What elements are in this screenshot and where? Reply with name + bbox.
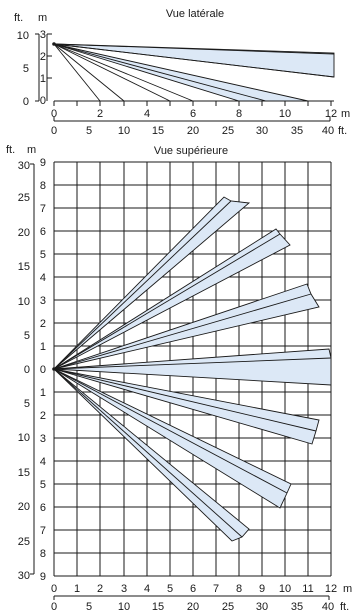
side-view-title: Vue latérale	[166, 8, 224, 20]
top-m-unit-label: m	[27, 144, 36, 156]
side-x-ft-tick: 0	[51, 125, 57, 137]
top-x-ft-tick: 25	[222, 601, 234, 613]
top-ft-tick: 0	[24, 364, 30, 376]
top-x-m-tick: 11	[302, 583, 313, 595]
side-ft-tick: 10	[17, 30, 29, 42]
top-view: Vue supérieure ft. m	[6, 144, 352, 613]
side-x-ft-tick: 5	[86, 125, 92, 137]
side-x-ft-unit: ft.	[338, 125, 347, 137]
top-m-tick: 4	[40, 272, 46, 284]
top-m-tick: 6	[40, 226, 46, 238]
top-m-tick: 5	[40, 249, 46, 261]
top-ft-tick: 20	[18, 227, 30, 239]
top-ft-tick: 25	[18, 192, 30, 204]
side-x-m-tick: 8	[236, 108, 242, 120]
top-x-m-tick: 4	[144, 583, 150, 595]
top-ft-tick: 20	[18, 501, 30, 513]
side-m-tick: 0	[40, 95, 46, 107]
top-x-m-tick: 12	[325, 583, 337, 595]
top-m-tick: 5	[40, 479, 46, 491]
side-x-m-tick: 2	[97, 108, 103, 120]
side-view: Vue latérale ft. m 10 5 0 3 2 1 0	[14, 8, 350, 137]
side-x-ft-tick: 40	[322, 125, 334, 137]
top-x-ft-tick: 35	[291, 601, 303, 613]
side-x-m-unit: m	[341, 108, 350, 120]
side-m-tick: 1	[40, 73, 46, 85]
top-x-m-tick: 6	[190, 583, 196, 595]
top-ft-tick: 25	[18, 536, 30, 548]
top-x-m-tick: 0	[51, 583, 57, 595]
top-m-tick: 7	[40, 525, 46, 537]
top-ft-tick: 5	[24, 398, 30, 410]
top-x-m-tick: 8	[236, 583, 242, 595]
top-m-tick: 1	[40, 341, 46, 353]
side-x-ft-tick: 25	[222, 125, 234, 137]
top-x-m-unit: m	[343, 583, 352, 595]
top-m-tick: 2	[40, 410, 46, 422]
top-m-tick: 9	[40, 571, 46, 583]
top-m-tick: 4	[40, 456, 46, 468]
side-x-ft-tick: 15	[152, 125, 164, 137]
top-ft-tick: 30	[18, 160, 30, 172]
side-x-ft-tick: 20	[187, 125, 199, 137]
side-x-m-tick: 0	[51, 108, 57, 120]
top-m-tick: 3	[40, 295, 46, 307]
top-sensor-origin	[52, 367, 56, 371]
top-view-title: Vue supérieure	[154, 145, 228, 157]
top-m-tick: 7	[40, 203, 46, 215]
top-x-m-tick: 9	[259, 583, 265, 595]
top-x-ft-tick: 5	[86, 601, 92, 613]
side-ray	[53, 43, 125, 102]
top-m-tick: 6	[40, 502, 46, 514]
top-m-tick: 3	[40, 433, 46, 445]
top-x-ft-unit: ft.	[340, 601, 349, 613]
side-ft-tick: 0	[23, 96, 29, 108]
top-m-tick: 1	[40, 387, 46, 399]
top-x-ft-tick: 20	[187, 601, 199, 613]
top-ft-tick: 10	[18, 296, 30, 308]
top-x-m-tick: 5	[167, 583, 173, 595]
top-x-m-tick: 1	[74, 583, 80, 595]
top-ft-unit-label: ft.	[6, 144, 15, 156]
top-ft-tick: 5	[24, 330, 30, 342]
side-x-m-tick: 6	[190, 108, 196, 120]
top-x-ft-tick: 0	[51, 601, 57, 613]
side-x-m-tick: 12	[325, 108, 337, 120]
top-ft-tick: 15	[18, 467, 30, 479]
top-m-tick: 8	[40, 180, 46, 192]
top-ft-tick: 30	[18, 570, 30, 582]
side-ft-tick: 5	[23, 63, 29, 75]
side-x-m-tick: 10	[279, 108, 291, 120]
side-m-unit-label: m	[38, 12, 47, 24]
side-x-ft-tick: 10	[118, 125, 130, 137]
side-x-ft-tick: 30	[256, 125, 268, 137]
side-m-tick: 3	[40, 29, 46, 41]
top-m-tick: 9	[40, 157, 46, 169]
top-m-tick: 0	[40, 364, 46, 376]
side-m-tick: 2	[40, 51, 46, 63]
top-beams	[52, 196, 332, 542]
top-m-tick: 2	[40, 318, 46, 330]
top-ft-tick: 10	[18, 432, 30, 444]
side-sensor-origin	[52, 42, 56, 46]
top-x-m-tick: 3	[121, 583, 127, 595]
top-x-ft-tick: 30	[256, 601, 268, 613]
side-x-m-tick: 4	[144, 108, 150, 120]
top-x-ft-tick: 10	[118, 601, 130, 613]
top-x-m-tick: 2	[97, 583, 103, 595]
side-x-ft-tick: 35	[291, 125, 303, 137]
top-ft-tick: 15	[18, 261, 30, 273]
side-ft-unit-label: ft.	[14, 12, 23, 24]
top-x-m-tick: 10	[279, 583, 291, 595]
top-x-m-tick: 7	[213, 583, 219, 595]
top-x-ft-tick: 15	[152, 601, 164, 613]
top-x-ft-tick: 40	[322, 601, 334, 613]
top-m-tick: 8	[40, 548, 46, 560]
